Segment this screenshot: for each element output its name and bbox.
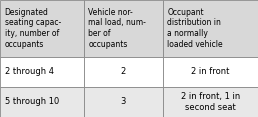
Text: 2: 2 <box>120 67 126 76</box>
Text: 5 through 10: 5 through 10 <box>5 97 59 106</box>
Bar <box>0 57 84 87</box>
Text: 2 through 4: 2 through 4 <box>5 67 54 76</box>
Text: Occupant
distribution in
a normally
loaded vehicle: Occupant distribution in a normally load… <box>167 8 223 49</box>
Bar <box>163 87 258 117</box>
Bar <box>84 0 163 57</box>
Text: Vehicle nor-
mal load, num-
ber of
occupants: Vehicle nor- mal load, num- ber of occup… <box>88 8 146 49</box>
Bar <box>163 0 258 57</box>
Text: Designated
seating capac-
ity, number of
occupants: Designated seating capac- ity, number of… <box>5 8 61 49</box>
Text: 2 in front: 2 in front <box>191 67 229 76</box>
Bar <box>84 57 163 87</box>
Text: 2 in front, 1 in
second seat: 2 in front, 1 in second seat <box>181 92 240 112</box>
Bar <box>84 87 163 117</box>
Bar <box>0 87 84 117</box>
Bar <box>0 0 84 57</box>
Bar <box>163 57 258 87</box>
Text: 3: 3 <box>120 97 126 106</box>
